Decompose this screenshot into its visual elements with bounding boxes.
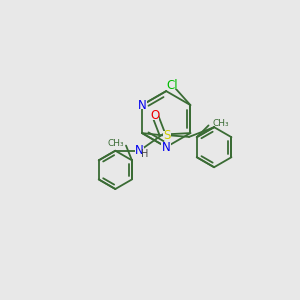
Text: S: S [163,129,171,142]
Text: CH₃: CH₃ [108,139,124,148]
Bar [151,111,159,119]
Text: N: N [138,99,146,112]
Bar [166,81,179,89]
Text: CH₃: CH₃ [212,119,229,128]
Text: Cl: Cl [167,79,178,92]
Text: N: N [135,144,144,157]
Bar [163,131,171,140]
Text: N: N [162,141,171,154]
Text: O: O [151,109,160,122]
Bar [161,143,171,151]
Bar [135,147,144,155]
Text: H: H [141,149,148,159]
Bar [137,101,147,109]
